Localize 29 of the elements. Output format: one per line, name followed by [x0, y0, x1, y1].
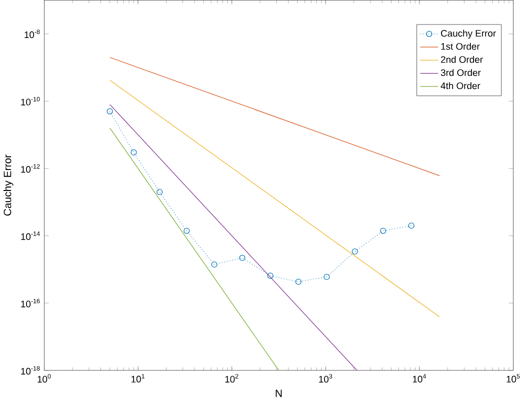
point: [156, 188, 163, 195]
legend-label: Cauchy Error: [441, 30, 496, 38]
x-tick-label: 10$^{0}$: [38, 374, 51, 382]
point: [408, 222, 414, 228]
point: [324, 274, 330, 280]
legend-label: 4th Order: [440, 82, 480, 89]
x-tick-label: 10$^{1}$: [132, 374, 144, 382]
x-tick-label: 10$^{3}$: [319, 374, 332, 382]
y-tick-label: 10$^{-10}$: [21, 96, 40, 106]
point: [267, 272, 274, 279]
point: [295, 278, 302, 285]
point: [380, 228, 386, 234]
legend-label: 2nd Order: [441, 56, 483, 63]
point: [211, 261, 218, 268]
x-tick-label: 10$^{2}$: [225, 374, 238, 382]
x-tick-label: 10$^{4}$: [412, 374, 426, 382]
x-axis-title: N: [276, 390, 282, 397]
y-tick-label: 10$^{-18}$: [21, 366, 40, 374]
point: [352, 248, 358, 254]
y-axis-title: Cauchy Error: [4, 154, 14, 216]
point: [184, 228, 190, 234]
y-tick-label: 10$^{-16}$: [21, 298, 40, 308]
legend-label: 1st Order: [441, 42, 480, 50]
y-tick-label: 10$^{-8}$: [24, 29, 40, 38]
x-tick-label: 10$^{5}$: [506, 374, 520, 382]
y-tick-label: 10$^{-12}$: [21, 164, 40, 172]
y-tick-label: 10$^{-14}$: [21, 231, 40, 240]
legend-label: 3rd Order: [440, 68, 481, 76]
point: [239, 254, 246, 261]
